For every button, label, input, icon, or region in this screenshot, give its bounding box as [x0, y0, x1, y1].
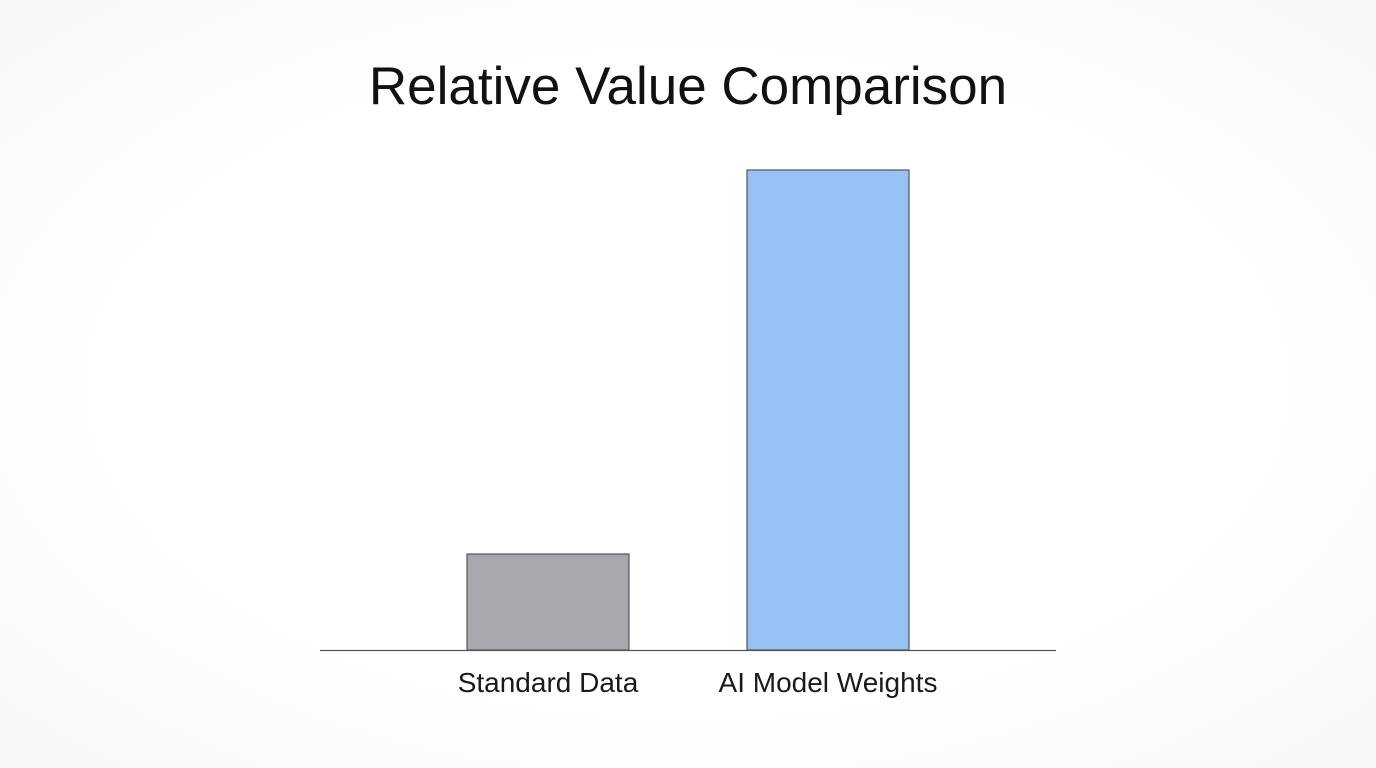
bar-standard-data [466, 553, 630, 651]
x-tick-label: Standard Data [458, 667, 639, 698]
bars-group [466, 169, 910, 651]
x-tick-labels: Standard Data AI Model Weights [458, 667, 938, 698]
chart-title: Relative Value Comparison [368, 57, 1008, 116]
bar-ai-model-weights [746, 169, 910, 651]
x-tick-label: AI Model Weights [719, 667, 938, 698]
